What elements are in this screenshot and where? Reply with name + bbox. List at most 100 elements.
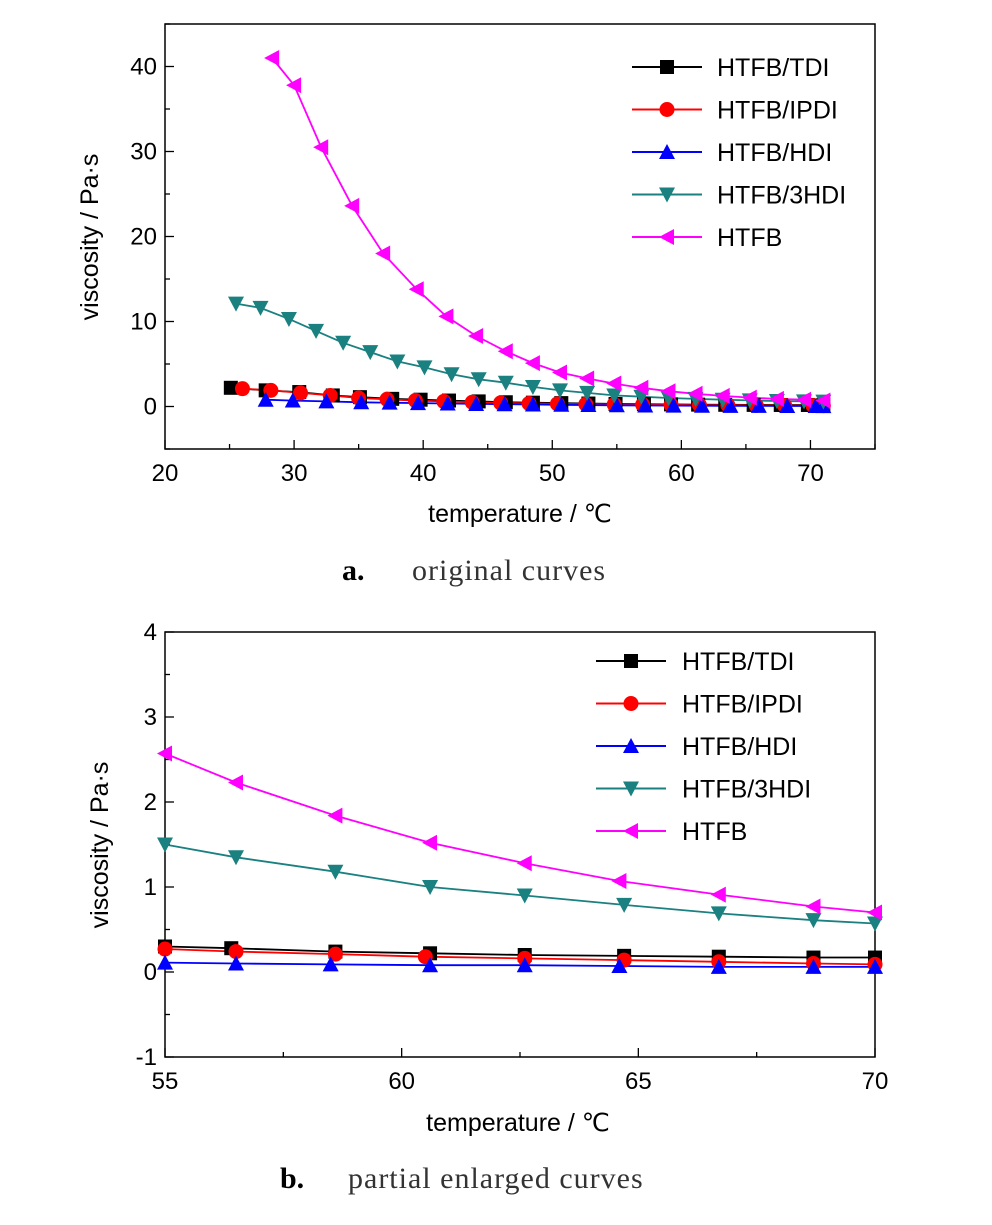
data-point bbox=[362, 345, 379, 361]
legend-label: HTFB/HDI bbox=[682, 733, 797, 761]
data-point bbox=[552, 364, 568, 381]
x-tick-label: 20 bbox=[152, 460, 179, 487]
data-point bbox=[327, 864, 344, 880]
legend-marker bbox=[623, 738, 639, 753]
legend-marker bbox=[623, 696, 639, 711]
x-tick-label: 65 bbox=[625, 1068, 652, 1095]
data-point bbox=[438, 308, 454, 325]
data-point bbox=[665, 397, 682, 413]
data-point bbox=[553, 396, 570, 412]
y-tick-label: 0 bbox=[144, 959, 157, 986]
data-point bbox=[611, 873, 627, 890]
data-point bbox=[257, 391, 274, 407]
caption-letter: a. bbox=[342, 554, 365, 587]
axis-ticks: 20 30 40 50 60 70 0 10 20 30 40 bbox=[130, 23, 876, 487]
legend-label: HTFB/HDI bbox=[717, 139, 832, 167]
legend-marker bbox=[623, 823, 638, 839]
x-tick-label: 55 bbox=[152, 1068, 179, 1095]
data-point bbox=[516, 957, 533, 973]
data-point bbox=[579, 385, 596, 401]
data-point bbox=[416, 360, 433, 376]
data-point bbox=[228, 955, 244, 971]
data-point bbox=[805, 898, 821, 915]
data-point bbox=[327, 807, 343, 824]
data-point bbox=[157, 954, 173, 970]
data-point bbox=[497, 343, 513, 360]
data-point bbox=[611, 958, 628, 974]
data-point bbox=[264, 50, 280, 66]
x-tick-label: 60 bbox=[668, 460, 695, 487]
data-point bbox=[234, 381, 250, 397]
data-point bbox=[714, 387, 730, 404]
data-point bbox=[741, 389, 757, 406]
data-point bbox=[439, 395, 456, 411]
y-tick-label: 2 bbox=[144, 789, 157, 816]
data-point bbox=[616, 897, 633, 913]
data-point bbox=[293, 385, 309, 401]
data-point bbox=[263, 382, 279, 398]
y-tick-label: 4 bbox=[144, 619, 157, 646]
data-point bbox=[687, 385, 703, 402]
y-tick-label: 40 bbox=[130, 54, 157, 81]
legend-label: HTFB/3HDI bbox=[682, 776, 811, 804]
data-point bbox=[223, 380, 238, 395]
data-point bbox=[157, 745, 172, 762]
y-tick-label: 10 bbox=[130, 309, 157, 336]
data-point bbox=[805, 958, 822, 974]
legend-marker bbox=[624, 654, 638, 668]
data-point bbox=[516, 888, 533, 904]
axis-ticks: 55 60 65 70 -1 0 1 2 3 4 bbox=[136, 619, 889, 1095]
data-point bbox=[660, 383, 676, 400]
data-point bbox=[579, 370, 595, 387]
caption-letter: b. bbox=[280, 1162, 304, 1195]
data-point bbox=[157, 837, 173, 853]
data-point bbox=[710, 906, 727, 922]
legend-label: HTFB/TDI bbox=[717, 54, 830, 82]
y-tick-label: 0 bbox=[144, 394, 157, 421]
data-point bbox=[252, 300, 269, 316]
legend-marker bbox=[659, 187, 675, 203]
data-point bbox=[608, 397, 625, 413]
legend-marker bbox=[659, 102, 675, 117]
x-tick-label: 60 bbox=[388, 1068, 415, 1095]
data-point bbox=[389, 354, 406, 370]
data-point bbox=[228, 944, 244, 960]
series-markers bbox=[223, 50, 832, 414]
data-point bbox=[606, 375, 622, 392]
y-tick-label: -1 bbox=[136, 1044, 157, 1071]
data-point bbox=[381, 394, 398, 410]
series-line-htfb-3hdi bbox=[164, 843, 876, 925]
data-point bbox=[228, 774, 243, 791]
data-point bbox=[280, 311, 297, 327]
data-point bbox=[422, 880, 439, 895]
legend: HTFB/TDI HTFB/IPDI HTFB/HDI HTFB/3HDI HTFB bbox=[596, 648, 811, 846]
legend-label: HTFB/3HDI bbox=[717, 182, 846, 210]
data-point bbox=[867, 958, 883, 974]
data-point bbox=[335, 335, 352, 351]
data-point bbox=[468, 327, 484, 344]
data-point bbox=[516, 855, 532, 872]
x-tick-label: 40 bbox=[410, 460, 437, 487]
data-point bbox=[497, 375, 514, 391]
data-point bbox=[633, 379, 649, 396]
data-point bbox=[710, 886, 726, 903]
y-axis-label: viscosity / Pa·s bbox=[86, 762, 114, 929]
data-point bbox=[470, 372, 487, 388]
data-point bbox=[524, 379, 541, 395]
data-point bbox=[710, 958, 727, 974]
data-point bbox=[722, 397, 739, 413]
legend-marker bbox=[623, 781, 639, 797]
x-tick-label: 70 bbox=[797, 460, 824, 487]
data-point bbox=[344, 197, 360, 214]
legend-label: HTFB/IPDI bbox=[682, 691, 803, 719]
data-point bbox=[867, 904, 882, 921]
data-point bbox=[637, 397, 654, 413]
legend-label: HTFB bbox=[682, 818, 747, 846]
y-tick-label: 30 bbox=[130, 139, 157, 166]
data-point bbox=[284, 392, 301, 408]
data-point bbox=[768, 390, 784, 407]
y-tick-label: 1 bbox=[144, 874, 157, 901]
data-point bbox=[580, 397, 597, 413]
data-point bbox=[228, 296, 244, 312]
